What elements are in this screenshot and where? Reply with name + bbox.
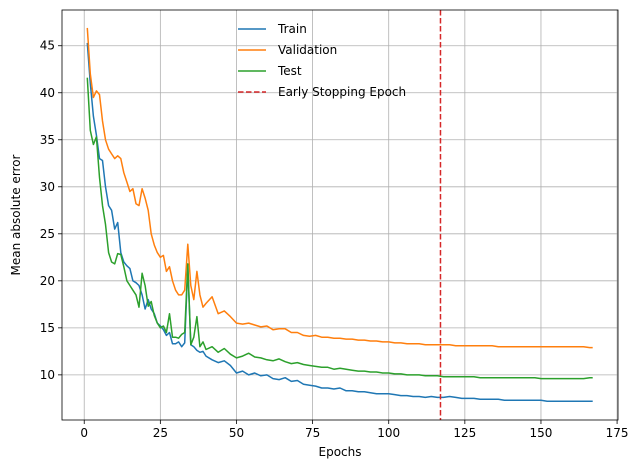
x-tick-label-0: 0 [80,426,88,440]
y-axis-ticks: 10 15 20 25 30 35 40 45 [40,39,62,382]
legend-label-3: Early Stopping Epoch [278,85,406,99]
series-line-validation [86,27,593,349]
x-axis-ticks: 0 25 50 75 100 125 150 175 [80,420,629,440]
plot-area [62,10,618,420]
x-tick-label-3: 75 [305,426,320,440]
y-tick-label-6: 40 [40,86,55,100]
x-tick-label-2: 50 [229,426,244,440]
legend-label-2: Test [277,64,302,78]
y-tick-label-3: 25 [40,227,55,241]
y-tick-label-1: 15 [40,321,55,335]
series-line-test [86,77,593,380]
series-layer [86,27,593,402]
y-tick-label-5: 35 [40,133,55,147]
x-tick-label-7: 175 [606,426,629,440]
y-tick-label-7: 45 [40,39,55,53]
legend: Train Validation Test Early Stopping Epoch [238,22,406,99]
y-axis-label: Mean absolute error [9,154,23,275]
grid-lines [62,10,618,420]
y-tick-label-4: 30 [40,180,55,194]
x-axis-label: Epochs [319,445,362,459]
x-tick-label-5: 125 [453,426,476,440]
plot-frame [61,9,619,421]
x-tick-label-1: 25 [153,426,168,440]
series-line-train [86,42,593,402]
x-tick-label-6: 150 [530,426,553,440]
x-tick-label-4: 100 [377,426,400,440]
y-tick-label-0: 10 [40,368,55,382]
legend-label-0: Train [277,22,307,36]
legend-label-1: Validation [278,43,337,57]
y-tick-label-2: 20 [40,274,55,288]
